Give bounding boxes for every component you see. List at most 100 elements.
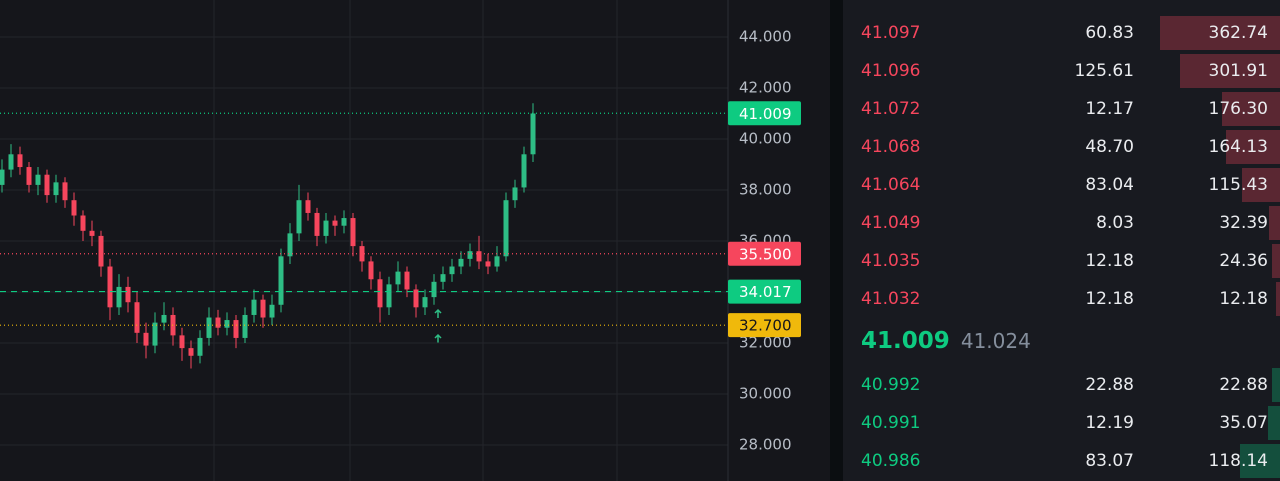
last-price: 41.009 [861, 328, 950, 354]
mid-price: 41.009 41.024 [861, 328, 1031, 354]
candle-body [17, 154, 23, 168]
price: 40.986 [861, 451, 921, 471]
amount: 83.04 [1085, 175, 1134, 195]
candle-body [80, 215, 86, 231]
depth-bar [1271, 244, 1280, 278]
candle-body [521, 154, 527, 188]
candle-body [116, 286, 122, 308]
ask-row: 41.096 125.61 301.91 [843, 54, 1280, 88]
candle-body [89, 230, 95, 236]
amount: 48.70 [1085, 137, 1134, 157]
candle-body [494, 256, 500, 267]
candle-body [467, 251, 473, 259]
amount: 12.18 [1085, 289, 1134, 309]
price: 41.097 [861, 23, 921, 43]
candle-body [485, 261, 491, 267]
candle-body [368, 261, 374, 280]
total: 32.39 [1219, 213, 1268, 233]
y-tick-label: 32.000 [739, 334, 792, 352]
candle-body [377, 279, 383, 308]
amount: 22.88 [1085, 375, 1134, 395]
candle-body [242, 314, 248, 338]
y-tick-label: 44.000 [739, 27, 792, 45]
candle-body [197, 337, 203, 356]
total: 12.18 [1219, 289, 1268, 309]
bid-row: 40.992 22.88 22.88 [843, 368, 1280, 402]
price: 41.032 [861, 289, 921, 309]
candle-body [422, 297, 428, 308]
total: 115.43 [1208, 175, 1268, 195]
total: 22.88 [1219, 375, 1268, 395]
candle-body [341, 218, 347, 226]
ask-row: 41.097 60.83 362.74 [843, 16, 1280, 50]
candle-body [215, 317, 221, 328]
candle-body [350, 218, 356, 247]
candle-body [476, 251, 482, 262]
total: 24.36 [1219, 251, 1268, 271]
price-tag [728, 313, 801, 338]
candle-body [458, 258, 464, 267]
price: 41.064 [861, 175, 921, 195]
candle-body [53, 182, 59, 196]
price-tag [728, 101, 801, 126]
ask-row: 41.072 12.17 176.30 [843, 92, 1280, 126]
total: 362.74 [1208, 23, 1268, 43]
candle-body [395, 271, 401, 285]
depth-bar [1160, 16, 1280, 50]
candle-body [26, 167, 32, 185]
amount: 83.07 [1085, 451, 1134, 471]
depth-bar [1225, 130, 1280, 164]
depth-bar [1180, 54, 1280, 88]
price: 41.096 [861, 61, 921, 81]
chart-background [0, 0, 830, 481]
candle-body [413, 289, 419, 308]
depth-bar [1241, 168, 1280, 202]
price: 41.068 [861, 137, 921, 157]
amount: 8.03 [1096, 213, 1134, 233]
candle-body [8, 154, 14, 170]
candle-body [188, 348, 194, 356]
bid-row: 40.986 83.07 118.14 [843, 444, 1280, 478]
bid-row: 40.991 12.19 35.07 [843, 406, 1280, 440]
y-tick-label: 40.000 [739, 129, 792, 147]
candle-body [296, 200, 302, 234]
ask-row: 41.032 12.18 12.18 [843, 282, 1280, 316]
candle-body [179, 335, 185, 349]
arrows [434, 308, 442, 343]
candle-body [161, 314, 167, 323]
amount: 60.83 [1085, 23, 1134, 43]
candle-body [359, 246, 365, 262]
candle-body [440, 274, 446, 282]
candle-body [98, 235, 104, 267]
depth-bar [1240, 444, 1280, 478]
total: 301.91 [1208, 61, 1268, 81]
total: 176.30 [1208, 99, 1268, 119]
ask-row: 41.049 8.03 32.39 [843, 206, 1280, 240]
depth-bar [1272, 368, 1280, 402]
candle-body [278, 256, 284, 305]
candle-body [134, 302, 140, 333]
candle-body [0, 169, 5, 185]
price: 40.992 [861, 375, 921, 395]
ask-row: 41.064 83.04 115.43 [843, 168, 1280, 202]
panel-divider [830, 0, 843, 481]
candle-body [314, 212, 320, 236]
buy-arrow [434, 308, 442, 318]
depth-bar [1275, 282, 1280, 316]
candle-body [431, 281, 437, 298]
candle-body [44, 174, 50, 196]
ask-row: 41.068 48.70 164.13 [843, 130, 1280, 164]
candle-body [449, 266, 455, 275]
candle-body [386, 284, 392, 308]
candlestick-chart: 28.00030.00032.00034.00036.00038.00040.0… [0, 0, 843, 481]
total: 35.07 [1219, 413, 1268, 433]
candle-body [71, 200, 77, 216]
candle-body [512, 187, 518, 201]
buy-arrow [434, 333, 442, 343]
depth-bar [1268, 406, 1280, 440]
mark-price: 41.024 [960, 329, 1031, 353]
candle-body [260, 299, 266, 318]
candle-body [269, 304, 275, 318]
y-tick-label: 42.000 [739, 78, 792, 96]
